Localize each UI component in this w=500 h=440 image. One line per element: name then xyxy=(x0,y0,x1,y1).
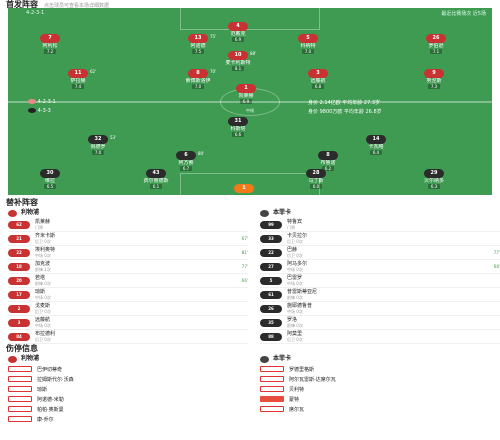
sub-row[interactable]: 35 罗洛 前锋 0次 xyxy=(260,316,500,330)
sub-row[interactable]: 18 加克波 前锋 1次 77' xyxy=(8,260,248,274)
away-player[interactable]: 29 贝尔纳多 6.3 xyxy=(423,169,444,189)
home-crest-icon xyxy=(8,209,17,217)
home-player[interactable]: 3 远藤航 6.8 xyxy=(288,69,348,89)
lineup-title: 首发阵容 点击球员可查看本场详细数据 xyxy=(6,0,110,9)
away-injuries: 本菲卡 罗德里格斯 阿尔瓦雷斯-达席尔瓦 贝利特 蒙特 席尔瓦 xyxy=(260,354,500,414)
home-player[interactable]: 1 凯莱赫 6.9 xyxy=(216,84,276,104)
sub-row[interactable]: 27 阿马多尔 中场 0次 68' xyxy=(260,260,500,274)
sub-row[interactable]: 84 布拉德利 后卫 0次 xyxy=(8,330,248,344)
injury-tag xyxy=(8,396,32,402)
away-player[interactable]: 43 费尔南德斯 6.1 xyxy=(143,169,169,189)
home-player[interactable]: 8 索博斯洛伊 7.0 70' xyxy=(185,69,217,89)
home-crest-icon xyxy=(8,355,17,363)
injury-row[interactable]: 帕帕·奥斯曼 xyxy=(8,404,248,414)
home-player[interactable]: 11 萨拉赫 7.4 62' xyxy=(48,69,108,89)
sub-row[interactable]: 33 卡贝拉尔 后卫 0次 xyxy=(260,232,500,246)
injury-row[interactable]: 蒙特 xyxy=(260,394,500,404)
home-injuries: 利物浦 巴伊切蒂奇 拉姆斯代尔·沃森 琼斯 阿诺德-米勒 帕帕·奥斯曼 康·乔尔 xyxy=(8,354,248,424)
home-subs: 利物浦 62 凯莱赫 门将 21 齐米卡斯 后卫 0次 67' 22 埃利奥特 中场 0次 81… xyxy=(8,208,248,344)
away-player[interactable]: 8 布鲁诺 6.2 xyxy=(298,151,358,171)
injury-tag xyxy=(8,406,32,412)
injury-tag xyxy=(8,366,32,372)
home-player[interactable]: 13 阿诺德 7.5 75' xyxy=(168,34,228,54)
injury-row[interactable]: 罗德里格斯 xyxy=(260,364,500,374)
injury-row[interactable]: 巴伊切蒂奇 xyxy=(8,364,248,374)
home-player[interactable]: 4 范戴克 6.9 xyxy=(208,22,268,42)
away-player[interactable]: 14 卡瓦略 6.4 xyxy=(346,135,406,155)
home-player[interactable]: 10 麦卡利斯特 8.1 88' xyxy=(225,51,257,71)
injury-row[interactable]: 拉姆斯代尔·沃森 xyxy=(8,374,248,384)
sub-row[interactable]: 2 戈麦斯 后卫 0次 xyxy=(8,302,248,316)
injuries-title: 伤停信息 xyxy=(6,344,38,353)
injury-tag xyxy=(260,386,284,392)
away-player[interactable]: 31 科斯塔 6.6 xyxy=(208,117,268,137)
sub-row[interactable]: 22 巴赫 后卫 0次 77' xyxy=(260,246,500,260)
sub-row[interactable]: 99 特鲁宾 门将 xyxy=(260,218,500,232)
away-header: 最近比赛场次 近5场 xyxy=(441,11,486,17)
home-team-row: 利物浦 xyxy=(8,208,248,218)
sub-row[interactable]: 21 齐米卡斯 后卫 0次 67' xyxy=(8,232,248,246)
injury-tag xyxy=(8,416,32,422)
injury-tag xyxy=(8,376,32,382)
home-header: 4-2-3-1 xyxy=(26,10,45,16)
sub-row[interactable]: 26 施耶德鲁普 中场 0次 xyxy=(260,302,500,316)
home-injury-team: 利物浦 xyxy=(8,354,248,364)
sub-row[interactable]: 20 若塔 前锋 0次 66' xyxy=(8,274,248,288)
goalkeeper[interactable]: 1 xyxy=(214,184,274,193)
away-player[interactable]: 30 维拉 6.5 xyxy=(20,169,80,189)
pitch: 4-2-3-1 最近比赛场次 近5场 4-2-3-1 4-3-3 身价 2.14… xyxy=(8,8,492,195)
center-label: 中线 xyxy=(246,108,254,113)
away-player[interactable]: 28 马丁斯 6.0 xyxy=(286,169,346,189)
injury-tag xyxy=(260,396,284,402)
away-team-row: 本菲卡 xyxy=(260,208,500,218)
away-subs: 本菲卡 99 特鲁宾 门将 33 卡贝拉尔 后卫 0次 22 巴赫 后卫 0次 77' 27 阿… xyxy=(260,208,500,344)
home-formation: 4-2-3-1 xyxy=(28,99,56,105)
injury-row[interactable]: 琼斯 xyxy=(8,384,248,394)
away-formation: 4-3-3 xyxy=(28,108,51,114)
sub-row[interactable]: 22 埃利奥特 中场 0次 81' xyxy=(8,246,248,260)
injury-tag xyxy=(260,406,284,412)
lineup-subtitle: 点击球员可查看本场详细数据 xyxy=(44,3,110,9)
bottom-box xyxy=(180,173,320,195)
injury-tag xyxy=(260,376,284,382)
injury-row[interactable]: 阿尔瓦雷斯-达席尔瓦 xyxy=(260,374,500,384)
injury-row[interactable]: 阿诺德-米勒 xyxy=(8,394,248,404)
injury-row[interactable]: 席尔瓦 xyxy=(260,404,500,414)
away-player[interactable]: 6 阿方索 6.7 80' xyxy=(156,151,216,171)
sub-row[interactable]: 88 阿莫里 后卫 0次 xyxy=(260,330,500,344)
injury-tag xyxy=(8,386,32,392)
injury-tag xyxy=(260,366,284,372)
home-player[interactable]: 9 努涅斯 7.3 xyxy=(404,69,464,89)
top-box xyxy=(180,8,320,30)
home-stats: 身价 2.14亿欧 平均年龄 27.3岁 xyxy=(308,100,381,106)
injury-row[interactable]: 贝利特 xyxy=(260,384,500,394)
away-crest-icon xyxy=(260,209,269,217)
injury-row[interactable]: 康·乔尔 xyxy=(8,414,248,424)
home-player[interactable]: 5 科纳特 7.0 xyxy=(278,34,338,54)
home-player[interactable]: 7 阿利松 7.2 xyxy=(20,34,80,54)
sub-row[interactable]: 62 凯莱赫 门将 xyxy=(8,218,248,232)
away-crest-icon xyxy=(260,355,269,363)
away-player[interactable]: 32 佩德罗 7.0 53' xyxy=(68,135,128,155)
home-player[interactable]: 26 罗伯逊 7.1 xyxy=(406,34,466,54)
subs-title: 替补阵容 xyxy=(6,198,38,207)
sub-row[interactable]: 5 巴雷罗 中场 0次 xyxy=(260,274,500,288)
away-stats: 身价 9800万欧 平均年龄 26.8岁 xyxy=(308,109,382,115)
sub-row[interactable]: 61 普雷斯蒂亚尼 前锋 0次 xyxy=(260,288,500,302)
away-injury-team: 本菲卡 xyxy=(260,354,500,364)
sub-row[interactable]: 17 琼斯 中场 0次 xyxy=(8,288,248,302)
sub-row[interactable]: 3 远藤航 中场 0次 xyxy=(8,316,248,330)
